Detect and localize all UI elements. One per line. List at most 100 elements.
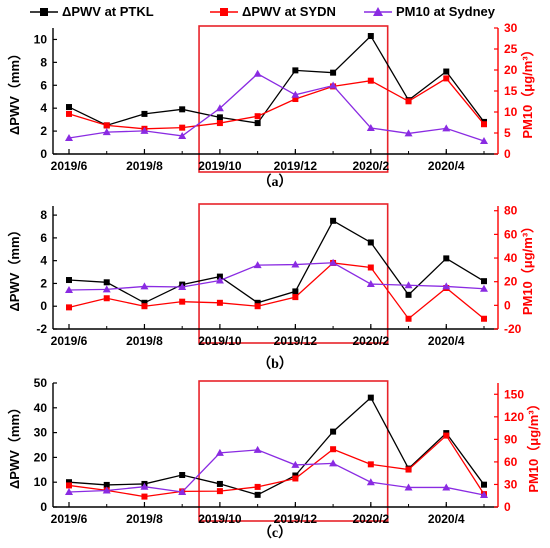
x-tick-label: 2020/4 <box>428 159 465 173</box>
data-point-sydn <box>481 315 487 322</box>
data-point-sydn <box>103 122 110 129</box>
series-line-sydn <box>68 77 485 130</box>
x-tick-label: 2020/2 <box>352 512 389 526</box>
legend-label-sydn: ΔPWV at SYDN <box>242 4 336 19</box>
y2-axis-title: PM10（μg/m³） <box>526 397 541 492</box>
y-tick-label: 4 <box>40 101 47 115</box>
data-point-pm10 <box>65 285 73 293</box>
chart-panel-a: 0 2 4 6 8 10 0 5 10 15 20 25 30 2019/6 2019/8 2019/10 20… <box>7 21 535 190</box>
x-tick-label: 2019/12 <box>274 159 318 173</box>
x-tick-label: 2019/10 <box>198 159 242 173</box>
data-point-sydn <box>405 315 412 322</box>
legend: ΔPWV at PTKL ΔPWV at SYDN PM10 at Sydney <box>30 4 496 19</box>
data-point-sydn <box>292 294 299 301</box>
data-point-ptkl <box>405 291 412 298</box>
x-tick-label: 2019/12 <box>274 512 318 526</box>
y-axis-title: ΔPWV（mm） <box>7 401 22 489</box>
data-point-pm10 <box>253 261 262 269</box>
y2-tick-label: 60 <box>504 455 518 469</box>
data-point-pm10 <box>366 280 375 288</box>
y2-tick-label: 0 <box>504 500 511 514</box>
data-point-ptkl <box>367 239 374 246</box>
series-line-ptkl <box>68 396 485 496</box>
data-point-pm10 <box>140 282 149 290</box>
y2-tick-label: -20 <box>504 322 522 336</box>
data-point-pm10 <box>140 126 149 134</box>
data-point-pm10 <box>442 483 451 491</box>
data-point-sydn <box>405 98 412 105</box>
y-tick-label: 8 <box>40 55 47 69</box>
data-point-pm10 <box>291 90 300 98</box>
data-point-pm10 <box>65 487 73 495</box>
x-tick-label: 2020/2 <box>352 334 389 348</box>
legend-item-ptkl: ΔPWV at PTKL <box>30 4 154 19</box>
series-line-sydn <box>68 262 485 320</box>
data-point-sydn <box>141 303 148 310</box>
y2-tick-label: 0 <box>504 147 511 161</box>
data-point-pm10 <box>102 285 111 293</box>
data-point-sydn <box>481 121 487 128</box>
legend-item-sydn: ΔPWV at SYDN <box>210 4 336 19</box>
data-point-pm10 <box>178 283 187 291</box>
data-point-sydn <box>66 110 72 117</box>
x-tick-label: 2020/2 <box>352 159 389 173</box>
data-point-ptkl <box>443 255 450 262</box>
data-point-ptkl <box>481 278 487 285</box>
legend-label-ptkl: ΔPWV at PTKL <box>62 4 154 19</box>
data-point-sydn <box>216 120 223 127</box>
x-tick-label: 2019/12 <box>274 334 318 348</box>
y2-tick-label: 30 <box>504 477 518 491</box>
data-point-pm10 <box>178 487 187 495</box>
data-point-ptkl <box>367 394 374 401</box>
data-point-pm10 <box>178 131 187 139</box>
data-point-pm10 <box>366 123 375 131</box>
data-point-ptkl <box>254 299 261 306</box>
x-tick-label: 2020/4 <box>428 512 465 526</box>
y-tick-label: 40 <box>34 401 48 415</box>
highlight-box <box>198 203 389 344</box>
data-point-pm10 <box>404 281 413 289</box>
data-point-sydn <box>367 264 374 271</box>
data-point-ptkl <box>103 481 110 488</box>
series-line-pm10 <box>68 262 485 291</box>
data-point-pm10 <box>442 124 451 132</box>
y2-tick-label: 0 <box>504 298 511 312</box>
data-point-sydn <box>367 461 374 468</box>
data-point-sydn <box>330 446 337 453</box>
data-point-ptkl <box>330 217 337 224</box>
series-line-pm10 <box>68 72 485 142</box>
data-point-ptkl <box>179 472 186 479</box>
data-point-ptkl <box>66 277 72 284</box>
data-point-pm10 <box>215 448 224 456</box>
x-tick-label: 2019/8 <box>126 334 163 348</box>
y2-tick-label: 20 <box>504 63 518 77</box>
y-tick-label: 6 <box>40 78 47 92</box>
chart-panel-c: 0 10 20 30 40 50 0 30 60 90 120 150 2019/6 2019/8 2019… <box>7 376 541 541</box>
data-point-sydn <box>254 483 261 490</box>
data-point-ptkl <box>330 69 337 76</box>
x-tick-label: 2019/10 <box>198 334 242 348</box>
y2-tick-label: 40 <box>504 251 518 265</box>
legend-label-pm10: PM10 at Sydney <box>396 4 496 19</box>
y2-tick-label: 15 <box>504 84 518 98</box>
data-point-ptkl <box>330 428 337 435</box>
data-point-ptkl <box>443 68 450 75</box>
y-tick-label: 50 <box>34 376 48 390</box>
y2-axis-title: PM10（μg/m³） <box>520 43 535 138</box>
data-point-ptkl <box>103 279 110 286</box>
data-point-sydn <box>254 113 261 120</box>
x-tick-label: 2019/8 <box>126 512 163 526</box>
data-point-pm10 <box>480 490 488 498</box>
data-point-sydn <box>103 295 110 302</box>
data-point-sydn <box>443 432 450 439</box>
data-point-pm10 <box>442 282 451 290</box>
panel-label: （c） <box>258 525 292 541</box>
data-point-pm10 <box>140 482 149 490</box>
data-point-sydn <box>216 299 223 306</box>
y2-tick-label: 90 <box>504 432 518 446</box>
y-tick-label: 0 <box>40 299 47 313</box>
y2-tick-label: 80 <box>504 204 518 218</box>
data-point-pm10 <box>291 260 300 268</box>
data-point-ptkl <box>141 299 148 306</box>
data-point-ptkl <box>254 491 261 498</box>
